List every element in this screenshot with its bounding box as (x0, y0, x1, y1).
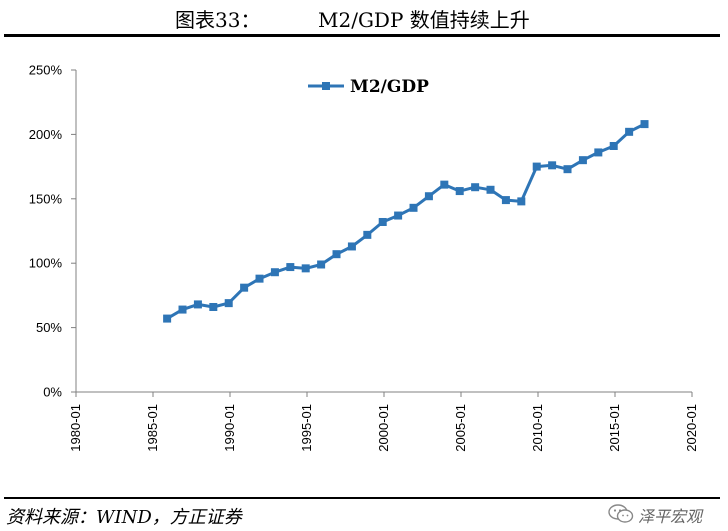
legend-label: M2/GDP (350, 77, 429, 97)
watermark-text: 泽平宏观 (638, 507, 703, 526)
source-note: 资料来源：WIND，方正证券 (6, 507, 242, 528)
data-point (609, 141, 618, 150)
data-point (532, 162, 541, 171)
x-tick-label: 2005-01 (453, 404, 468, 452)
x-tick-label: 1990-01 (222, 404, 237, 452)
data-point (501, 196, 510, 205)
data-point (440, 180, 449, 189)
data-point (178, 305, 187, 314)
x-tick-label: 1980-01 (68, 404, 83, 452)
x-axis: 1980-01 1985-01 1990-01 1995-01 2000-01 2005-… (68, 391, 699, 452)
x-tick-label: 2000-01 (376, 404, 391, 452)
top-rule (4, 34, 720, 37)
data-point (578, 156, 587, 165)
y-tick-label: 200% (29, 127, 63, 142)
y-tick-label: 100% (29, 256, 63, 271)
y-axis: 0% 50% 100% 150% 200% 250% (29, 63, 77, 400)
data-point (394, 211, 403, 220)
series-layer (163, 120, 649, 323)
y-tick-label: 0% (43, 385, 62, 400)
data-point (193, 300, 202, 309)
data-point (317, 260, 326, 269)
x-tick-label: 2015-01 (607, 404, 622, 452)
wechat-icon (608, 504, 634, 523)
data-point (455, 187, 464, 196)
data-point (424, 192, 433, 201)
data-point (471, 183, 480, 192)
line-chart: 0% 50% 100% 150% 200% 250% 1980-01 1985-01 1990… (29, 63, 699, 452)
bottom-rule (4, 497, 720, 499)
x-tick-label: 1995-01 (299, 404, 314, 452)
data-point (301, 264, 310, 273)
watermark: 泽平宏观 (608, 503, 724, 526)
data-point (270, 268, 279, 277)
data-point (378, 217, 387, 226)
x-tick-label: 2010-01 (530, 404, 545, 452)
data-point (548, 161, 557, 170)
data-point (209, 302, 218, 311)
data-point (332, 250, 341, 259)
data-point (640, 120, 649, 129)
data-point (563, 165, 572, 174)
data-point (486, 185, 495, 194)
data-point (255, 274, 264, 283)
legend-marker (322, 82, 330, 90)
figure-name: M2/GDP 数值持续上升 (318, 8, 530, 32)
data-point (625, 127, 634, 136)
y-tick-label: 150% (29, 191, 63, 206)
figure-number: 图表33： (175, 8, 261, 32)
y-tick-label: 250% (29, 63, 63, 78)
x-tick-label: 2020-01 (684, 404, 699, 452)
data-point (347, 242, 356, 251)
data-point (517, 197, 526, 206)
data-point (163, 314, 172, 323)
legend: M2/GDP (308, 77, 429, 97)
figure-title: 图表33： M2/GDP 数值持续上升 (0, 2, 728, 32)
x-tick-label: 1985-01 (145, 404, 160, 452)
data-point (594, 148, 603, 157)
data-point (363, 230, 372, 239)
data-point (286, 263, 295, 272)
data-point (224, 299, 233, 308)
series-line (166, 122, 646, 320)
y-tick-label: 50% (36, 320, 62, 335)
data-point (240, 283, 249, 292)
data-point (409, 203, 418, 212)
